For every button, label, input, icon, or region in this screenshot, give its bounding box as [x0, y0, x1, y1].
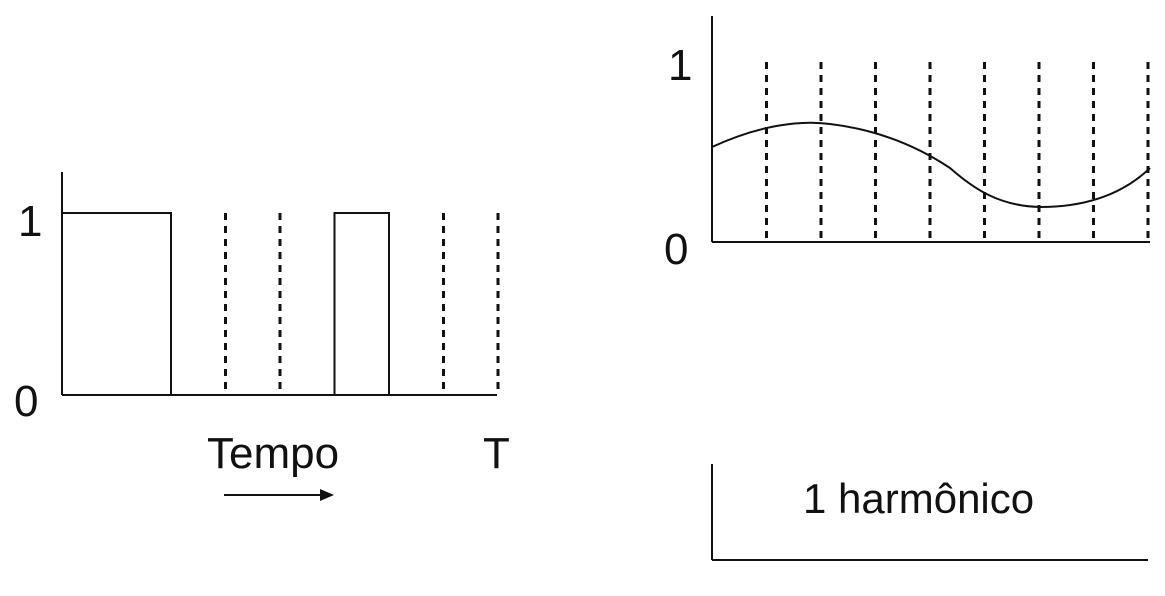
pulse: [333, 212, 390, 395]
pulse: [61, 212, 172, 395]
right-plot: [711, 16, 1151, 243]
left-x-axis-label: Tempo: [207, 429, 340, 478]
left-dashed-slots: [224, 213, 500, 395]
right-y-tick-0: 0: [664, 225, 689, 274]
right-y-tick-1: 1: [668, 41, 693, 90]
left-plot: [61, 172, 500, 396]
time-arrow: [224, 489, 334, 501]
harmonic-caption: 1 harmônico: [803, 475, 1035, 522]
harmonic-curve: [711, 121, 1151, 209]
right-dashed-slots: [765, 62, 1150, 242]
left-y-tick-1: 1: [18, 197, 43, 246]
left-y-tick-0: 0: [14, 377, 39, 426]
left-pulses: [61, 212, 390, 395]
period-end-label: T: [483, 429, 510, 478]
caption-bracket: [711, 464, 1148, 561]
